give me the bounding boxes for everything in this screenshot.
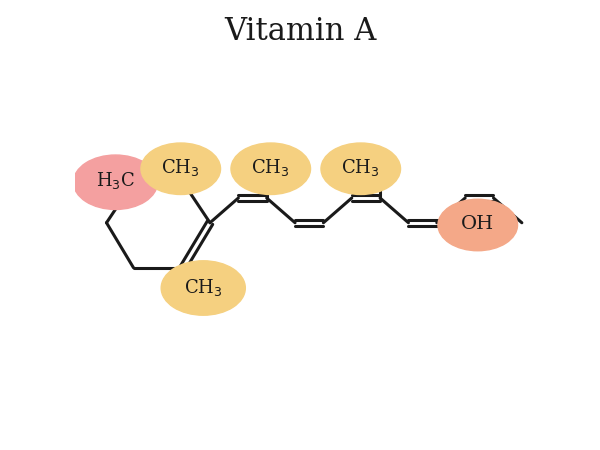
Ellipse shape — [231, 143, 311, 194]
Text: OH: OH — [461, 215, 494, 233]
Text: CH$_3$: CH$_3$ — [184, 277, 223, 297]
Text: CH$_3$: CH$_3$ — [251, 157, 290, 178]
Ellipse shape — [73, 155, 158, 210]
Text: CH$_3$: CH$_3$ — [161, 157, 200, 178]
Ellipse shape — [438, 199, 518, 251]
Ellipse shape — [161, 261, 245, 315]
Ellipse shape — [141, 143, 221, 194]
Ellipse shape — [321, 143, 401, 194]
Text: H$_3$C: H$_3$C — [96, 171, 135, 191]
Text: Vitamin A: Vitamin A — [224, 16, 376, 47]
Text: CH$_3$: CH$_3$ — [341, 157, 380, 178]
